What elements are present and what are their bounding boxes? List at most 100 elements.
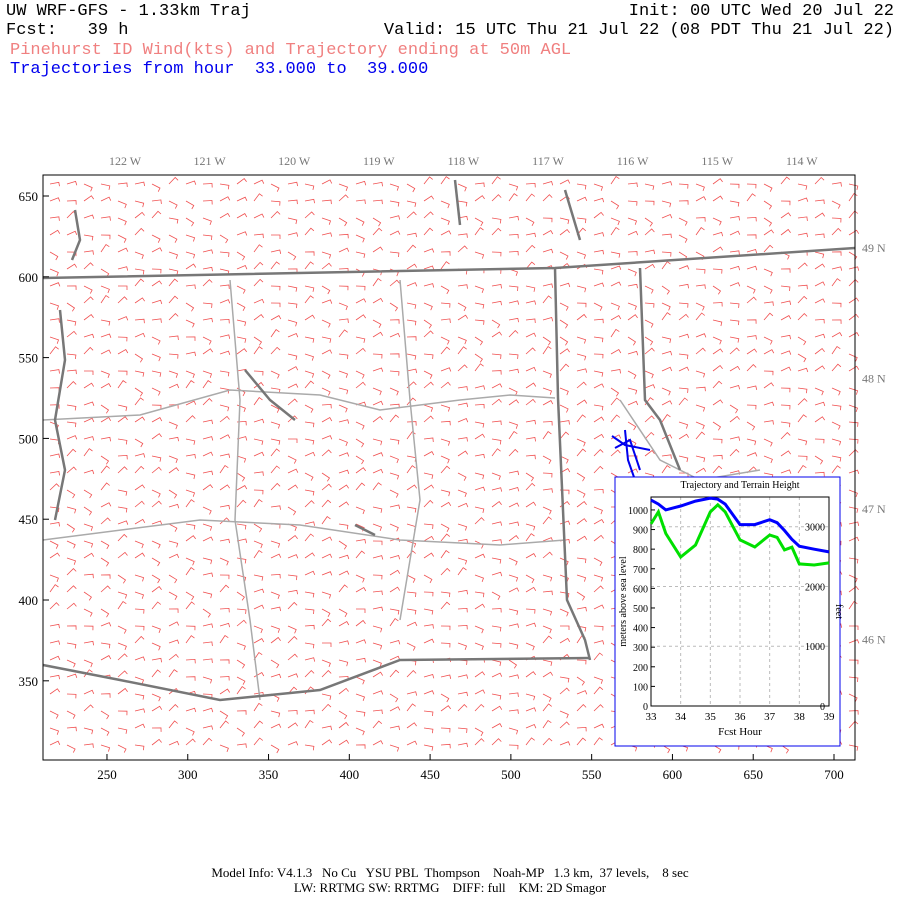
wind-barb <box>525 332 537 338</box>
wind-barb <box>474 353 483 363</box>
wind-barb <box>644 347 655 355</box>
wind-barb <box>338 540 348 550</box>
wind-barb <box>372 353 383 359</box>
wind-barb <box>219 622 231 628</box>
wind-barb <box>338 318 349 323</box>
wind-barb <box>542 659 553 666</box>
wind-barb <box>287 741 299 746</box>
wind-barb <box>304 500 315 508</box>
wind-barb <box>83 285 93 294</box>
wind-barb <box>644 183 655 190</box>
wind-barb <box>797 387 808 394</box>
wind-barb <box>508 674 520 679</box>
wind-barb <box>542 194 553 202</box>
wind-barb <box>151 268 162 274</box>
wind-barb <box>66 369 77 375</box>
wind-barb <box>491 398 502 406</box>
wind-barb <box>695 455 706 463</box>
wind-barb <box>457 284 468 289</box>
wind-barb <box>474 703 485 712</box>
wind-barb <box>66 726 77 732</box>
wind-barb <box>627 350 639 356</box>
wind-barb <box>525 472 535 482</box>
wind-barb <box>372 720 383 729</box>
wind-barb <box>253 523 263 533</box>
wind-barb <box>763 349 775 355</box>
border <box>42 656 591 702</box>
wind-barb <box>49 471 60 476</box>
wind-barb <box>270 285 281 291</box>
wind-barb <box>457 233 468 238</box>
wind-barb <box>627 182 638 188</box>
wind-barb <box>151 318 162 323</box>
wind-barb <box>219 464 229 474</box>
wind-barb <box>83 540 94 548</box>
wind-barb <box>423 744 434 751</box>
wind-barb <box>406 319 417 326</box>
wind-barb <box>712 465 723 474</box>
wind-barb <box>304 472 314 481</box>
wind-barb <box>593 640 605 645</box>
wind-barb <box>151 489 161 498</box>
lon-label: 115 W <box>701 154 733 168</box>
wind-barb <box>831 387 841 396</box>
wind-barb <box>151 199 162 204</box>
series-line <box>649 502 830 567</box>
wind-barb <box>440 404 451 412</box>
wind-barb <box>372 452 384 457</box>
wind-barb <box>219 251 230 257</box>
wind-barb <box>83 573 94 579</box>
map-axes: 250 300 350 400 450 500 550 600 650 7003504004505… <box>19 154 887 782</box>
wind-barb <box>270 744 280 754</box>
wind-barb <box>66 568 77 576</box>
wind-barb <box>287 285 298 292</box>
wind-barb <box>304 642 315 649</box>
wind-barb <box>712 217 722 226</box>
wind-barb <box>576 472 586 482</box>
wind-barb <box>406 484 418 491</box>
x-tick-label: 500 <box>501 767 521 782</box>
wind-barb <box>678 265 690 270</box>
wind-barb <box>797 232 808 238</box>
wind-barb <box>457 472 467 481</box>
wind-barb <box>457 386 468 391</box>
wind-barb <box>236 178 247 185</box>
wind-barb <box>780 387 791 393</box>
wind-barb <box>66 602 77 610</box>
wind-barb <box>151 625 161 634</box>
wind-barb <box>134 540 144 549</box>
wind-barb <box>202 641 213 646</box>
wind-barb <box>457 659 468 665</box>
wind-barb <box>474 486 486 492</box>
wind-barb <box>219 634 229 644</box>
wind-barb <box>202 398 213 406</box>
wind-barb <box>508 317 519 323</box>
wind-barb <box>440 200 450 209</box>
wind-barb <box>168 720 178 729</box>
wind-barb <box>355 676 365 685</box>
wind-barb <box>457 607 468 613</box>
wind-barb <box>508 587 520 593</box>
wind-barb <box>117 687 128 695</box>
wind-barb <box>678 366 690 372</box>
wind-barb <box>389 744 400 752</box>
wind-barb <box>627 370 637 379</box>
wind-barb <box>270 606 281 612</box>
wind-barb <box>202 451 214 457</box>
wind-barb <box>49 438 60 445</box>
wind-barb <box>287 636 298 644</box>
wind-barb <box>423 535 435 542</box>
wind-barb <box>185 489 196 497</box>
wind-barb <box>151 693 161 702</box>
wind-barb <box>389 523 399 532</box>
wind-barb <box>780 334 791 340</box>
wind-barb <box>322 642 332 647</box>
wind-barb <box>746 348 758 355</box>
lake <box>354 523 376 537</box>
wind-barb <box>66 404 77 411</box>
wind-barb <box>83 640 94 646</box>
wind-barb <box>440 601 451 610</box>
wind-barb <box>219 370 230 377</box>
plot-frame <box>650 496 830 707</box>
wind-barb <box>542 431 552 440</box>
